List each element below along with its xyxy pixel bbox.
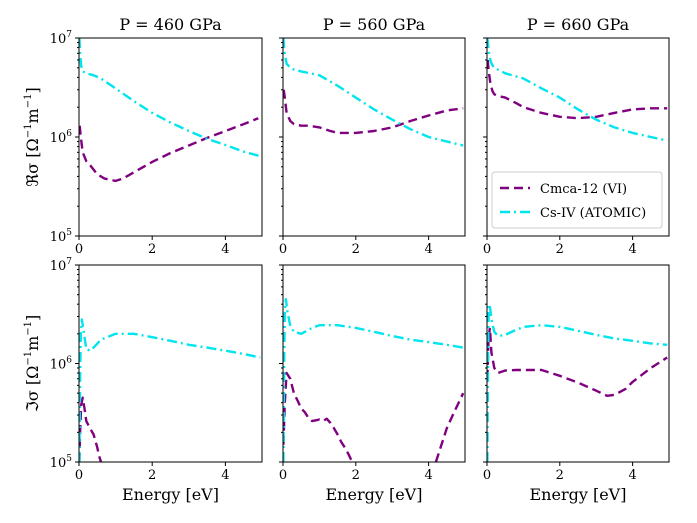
cs-iv-line: [79, 318, 261, 462]
panel-frame: [78, 264, 263, 463]
panel-5: 0 2 4: [279, 264, 466, 483]
x-axis-labels: Energy [eV] Energy [eV] Energy [eV]: [122, 485, 626, 504]
legend: Cmca-12 (VI) Cs-IV (ATOMIC): [491, 171, 663, 229]
cs-iv-line: [487, 303, 668, 462]
y-tick-label: 107: [50, 30, 73, 47]
y-label-unit: ]: [23, 315, 42, 321]
cmca-12-line: [79, 117, 259, 183]
x-tick-label: 2: [148, 242, 156, 257]
panel-4: 0 2 4 105 106 107: [50, 257, 263, 483]
x-tick-label: 0: [483, 468, 491, 483]
panel-6: 0 2 4: [483, 264, 670, 483]
series-group: [283, 38, 464, 147]
panel-3: P = 660 GPa 0 2 4: [483, 15, 670, 257]
panel-frame: [282, 264, 466, 463]
cs-iv-line: [283, 38, 464, 147]
series-group: [79, 38, 261, 183]
x-tick-label: 0: [279, 242, 287, 257]
panel-frame: [282, 37, 466, 237]
cs-iv-line: [487, 38, 668, 142]
y-label-symbol: ℑσ: [23, 385, 42, 412]
panel-frame: [78, 37, 263, 237]
panel-2: P = 560 GPa 0 2 4: [279, 15, 466, 257]
y-tick-exponent: 5: [66, 228, 72, 238]
x-tick-label: 4: [424, 242, 432, 257]
y-tick-exponent: 6: [66, 356, 72, 366]
y-label-exponent: −1: [23, 94, 34, 109]
y-label-symbol: ℜσ: [23, 158, 42, 187]
panel-1: P = 460 GPa 0 2 4 105 106 107: [50, 15, 263, 257]
panel-title: P = 660 GPa: [527, 15, 630, 34]
x-tick-label: 2: [352, 242, 360, 257]
series-group: [283, 298, 465, 462]
panel-title: P = 560 GPa: [323, 15, 426, 34]
cs-iv-line: [79, 38, 261, 158]
legend-frame: [491, 171, 663, 229]
x-tick-label: 4: [221, 242, 229, 257]
cmca-12-line: [283, 89, 464, 135]
y-label-exponent: −1: [23, 321, 34, 336]
x-tick-label: 0: [279, 468, 287, 483]
cmca-12-line: [487, 59, 668, 120]
x-tick-label: 2: [352, 468, 360, 483]
cmca-12-line: [283, 371, 354, 462]
y-tick-label: 106: [50, 129, 73, 146]
y-label-unit: [Ω: [23, 366, 42, 386]
y-tick-exponent: 7: [66, 30, 72, 40]
y-label-exponent: −1: [23, 123, 34, 138]
y-axis-labels: ℜσ [Ω−1m−1]ℑσ [Ω−1m−1]: [23, 87, 42, 412]
cmca-12-line: [487, 326, 668, 397]
y-label-real: ℜσ [Ω−1m−1]: [23, 87, 42, 186]
x-tick-label: 4: [424, 468, 432, 483]
x-tick-label: 4: [628, 242, 636, 257]
x-tick-label: 0: [75, 242, 83, 257]
series-group: [487, 303, 668, 462]
x-axis-label: Energy [eV]: [530, 485, 627, 504]
series-group: [79, 318, 261, 462]
cs-iv-line: [283, 298, 464, 462]
y-label-unit: ]: [23, 87, 42, 93]
legend-label: Cs-IV (ATOMIC): [540, 206, 646, 221]
y-tick-exponent: 7: [66, 257, 72, 267]
y-tick-exponent: 6: [66, 129, 72, 139]
y-tick-label: 105: [50, 454, 73, 471]
x-axis-label: Energy [eV]: [122, 485, 219, 504]
y-tick-label: 106: [50, 356, 73, 373]
panel-title: P = 460 GPa: [119, 15, 222, 34]
y-label-exponent: −1: [23, 351, 34, 366]
panel-frame: [486, 264, 670, 463]
x-tick-label: 4: [221, 468, 229, 483]
y-label-unit: m: [23, 336, 42, 351]
x-axis-label: Energy [eV]: [326, 485, 423, 504]
y-tick-label: 107: [50, 257, 73, 274]
y-tick-label: 105: [50, 228, 73, 245]
x-tick-label: 0: [483, 242, 491, 257]
legend-label: Cmca-12 (VI): [540, 182, 627, 197]
cmca-12-line: [79, 396, 103, 462]
series-group: [487, 38, 668, 142]
x-tick-label: 2: [148, 468, 156, 483]
x-tick-label: 2: [556, 468, 564, 483]
y-tick-exponent: 5: [66, 454, 72, 464]
y-label-unit: m: [23, 108, 42, 123]
x-tick-label: 0: [75, 468, 83, 483]
cmca-12-line: [434, 392, 465, 462]
x-tick-label: 4: [628, 468, 636, 483]
y-label-unit: [Ω: [23, 138, 42, 158]
y-label-imag: ℑσ [Ω−1m−1]: [23, 315, 42, 413]
x-tick-label: 2: [556, 242, 564, 257]
